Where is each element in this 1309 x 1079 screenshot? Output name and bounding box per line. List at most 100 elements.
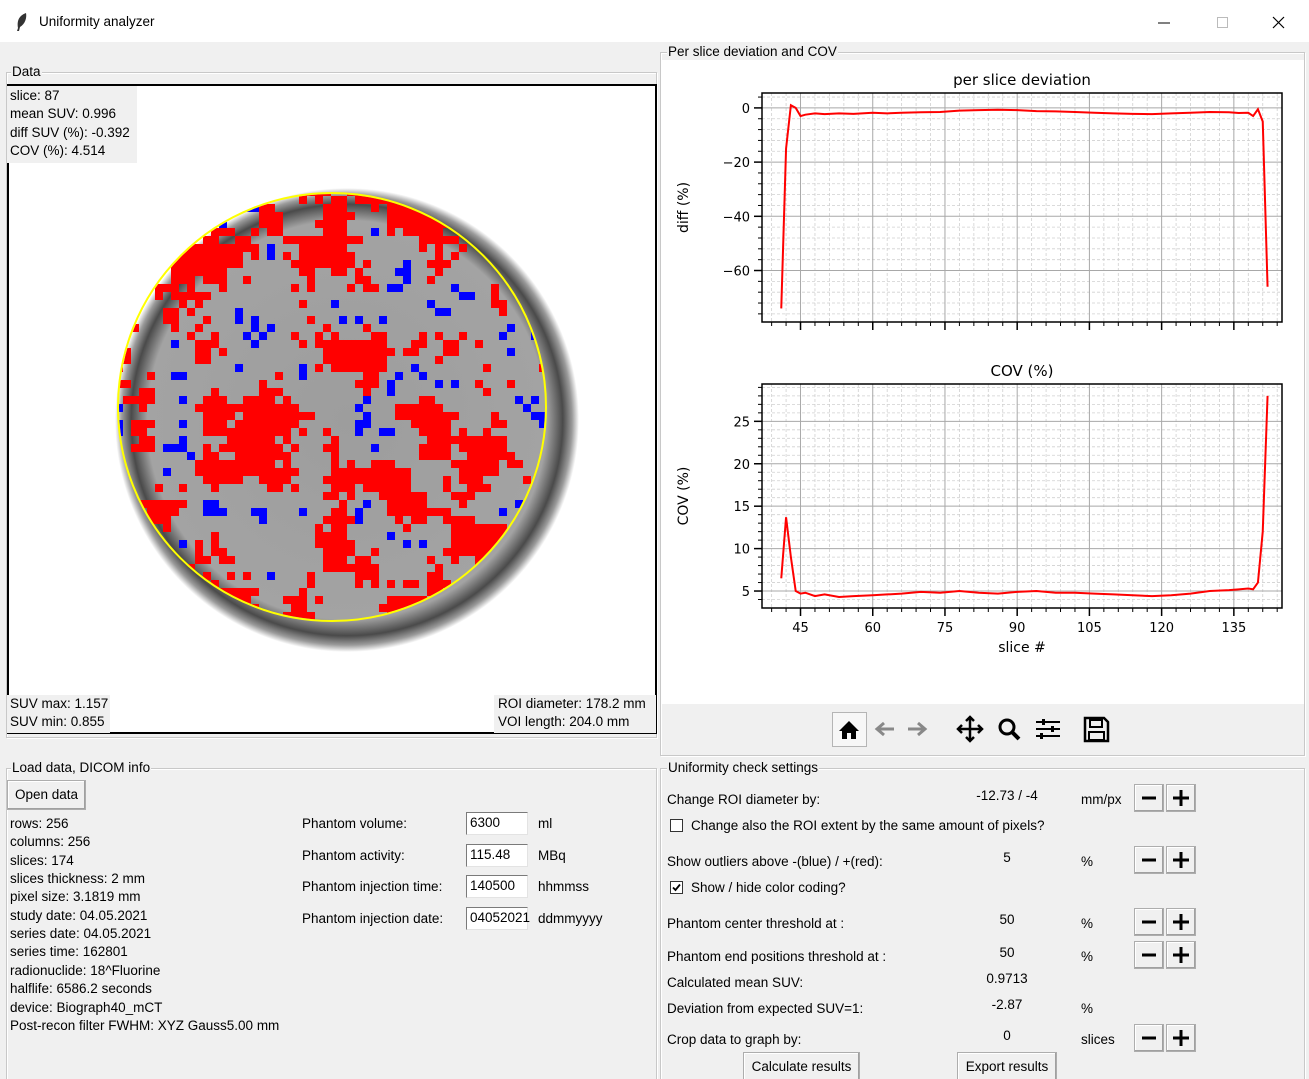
chart-title: per slice deviation [953,71,1091,89]
dicom-info-line: columns: 256 [10,833,90,851]
data-line [781,105,1267,308]
increase-button[interactable] [1166,1024,1196,1052]
setting-value: 50 [947,911,1067,929]
dicom-info-line: series date: 04.05.2021 [10,925,151,943]
dicom-info-line: slices thickness: 2 mm [10,870,145,888]
y-tick-label: 25 [733,415,750,430]
setting-unit: slices [1081,1031,1115,1049]
checkbox-label: Change also the ROI extent by the same a… [691,817,1044,835]
decrease-button[interactable] [1134,908,1164,936]
axes-frame [762,93,1282,322]
y-tick-label: −60 [723,265,750,280]
dicom-info-line: series time: 162801 [10,943,128,961]
checkbox[interactable] [670,819,683,832]
setting-value: 0.9713 [947,970,1067,988]
open-data-button[interactable]: Open data [7,780,86,810]
field-label: Phantom volume: [302,815,407,833]
field-unit: hhmmss [538,878,589,896]
decrease-button[interactable] [1134,941,1164,969]
field-unit: ml [538,815,552,833]
y-tick-label: 0 [742,102,750,117]
setting-unit: % [1081,1000,1093,1018]
setting-value: -12.73 / -4 [947,787,1067,805]
decrease-button[interactable] [1134,846,1164,874]
setting-unit: % [1081,948,1093,966]
phantom-image [7,84,657,734]
x-tick-label: 60 [864,621,881,636]
setting-value: 0 [947,1027,1067,1045]
x-tick-label: 120 [1149,621,1174,636]
roi-line: VOI length: 204.0 mm [498,713,629,731]
dicom-info-line: Post-recon filter FWHM: XYZ Gauss5.00 mm [10,1017,279,1035]
checkbox-label: Show / hide color coding? [691,879,846,897]
setting-label: Crop data to graph by: [667,1031,801,1049]
x-tick-label: 105 [1077,621,1102,636]
y-tick-label: 20 [733,458,750,473]
setting-label: Calculated mean SUV: [667,974,803,992]
increase-button[interactable] [1166,941,1196,969]
roi-line: ROI diameter: 178.2 mm [498,695,646,713]
field-label: Phantom injection date: [302,910,443,928]
info-line: mean SUV: 0.996 [10,105,116,123]
field-unit: ddmmyyyy [538,910,603,928]
dicom-info-line: slices: 174 [10,852,74,870]
increase-button[interactable] [1166,846,1196,874]
info-line: COV (%): 4.514 [10,142,105,160]
setting-label: Change ROI diameter by: [667,791,820,809]
field-label: Phantom activity: [302,847,405,865]
title-bar [0,0,1309,42]
info-line: diff SUV (%): -0.392 [10,124,130,142]
x-tick-label: 135 [1221,621,1246,636]
charts: per slice deviationdiff (%)−60−40−200COV… [662,60,1304,704]
y-axis-label: diff (%) [676,182,692,233]
x-axis-label: slice # [998,640,1046,656]
field-entry[interactable]: 140500 [466,875,528,898]
setting-label: Show outliers above -(blue) / +(red): [667,853,883,871]
x-tick-label: 90 [1009,621,1026,636]
stat-line: SUV min: 0.855 [10,713,105,731]
x-tick-label: 75 [937,621,954,636]
window-controls[interactable] [1150,10,1300,34]
action-button[interactable]: Export results [957,1052,1057,1079]
stat-line: SUV max: 1.157 [10,695,108,713]
dicom-info-line: pixel size: 3.1819 mm [10,888,141,906]
dicom-info-line: halflife: 6586.2 seconds [10,980,152,998]
dicom-info-line: device: Biograph40_mCT [10,999,162,1017]
setting-label: Deviation from expected SUV=1: [667,1000,863,1018]
checkbox[interactable] [670,881,683,894]
y-tick-label: 5 [742,585,750,600]
setting-unit: mm/px [1081,791,1122,809]
setting-value: 5 [947,849,1067,867]
setting-unit: % [1081,853,1093,871]
action-button[interactable]: Calculate results [743,1052,860,1079]
dicom-info-line: study date: 04.05.2021 [10,907,147,925]
y-tick-label: −20 [723,156,750,171]
x-tick-label: 45 [792,621,809,636]
decrease-button[interactable] [1134,1024,1164,1052]
y-tick-label: 15 [733,500,750,515]
field-entry[interactable]: 6300 [466,812,528,835]
frame-label: Data [11,64,42,80]
app-window: Uniformity analyzer Data Per slice devia… [0,0,1309,1079]
info-line: slice: 87 [10,87,60,105]
toolbar[interactable] [832,712,1122,748]
setting-value: 50 [947,944,1067,962]
field-entry[interactable]: 04052021 [466,907,528,930]
app-icon [14,12,30,32]
setting-label: Phantom center threshold at : [667,915,844,933]
setting-unit: % [1081,915,1093,933]
increase-button[interactable] [1166,908,1196,936]
dicom-info-line: radionuclide: 18^Fluorine [10,962,160,980]
window-title: Uniformity analyzer [39,13,155,31]
dicom-info-line: rows: 256 [10,815,69,833]
decrease-button[interactable] [1134,784,1164,812]
frame-label: Per slice deviation and COV [667,44,838,60]
frame-label: Load data, DICOM info [11,760,151,776]
y-tick-label: 10 [733,543,750,558]
frame-label: Uniformity check settings [667,760,819,776]
field-unit: MBq [538,847,566,865]
field-entry[interactable]: 115.48 [466,844,528,867]
chart-title: COV (%) [990,362,1053,380]
setting-label: Phantom end positions threshold at : [667,948,886,966]
increase-button[interactable] [1166,784,1196,812]
